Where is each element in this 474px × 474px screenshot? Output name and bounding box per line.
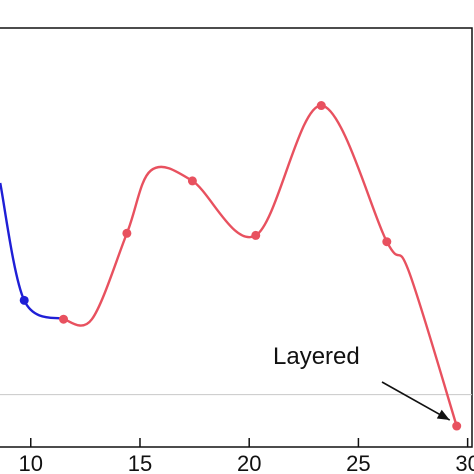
- x-tick-label: 10: [19, 451, 43, 474]
- data-point: [452, 421, 462, 431]
- annotation-arrowhead: [436, 409, 450, 421]
- data-point: [251, 230, 261, 240]
- data-point: [59, 314, 69, 324]
- data-point: [19, 295, 29, 305]
- data-point: [122, 228, 132, 238]
- x-tick-label: 20: [237, 451, 261, 474]
- plot-frame: [0, 27, 473, 448]
- x-tick-label: 15: [128, 451, 152, 474]
- series-layer: [0, 101, 462, 431]
- series-line-0: [0, 182, 65, 321]
- series-line-1: [63, 104, 458, 427]
- annotation: Layered: [273, 343, 451, 421]
- data-point: [382, 237, 392, 247]
- x-tick-label: 25: [346, 451, 370, 474]
- x-axis: 10 15 20 25 30: [19, 438, 474, 474]
- annotation-arrow: [381, 381, 451, 421]
- data-point: [187, 176, 197, 186]
- data-point: [316, 101, 326, 111]
- x-tick-label: 30: [455, 451, 474, 474]
- annotation-label: Layered: [273, 343, 360, 370]
